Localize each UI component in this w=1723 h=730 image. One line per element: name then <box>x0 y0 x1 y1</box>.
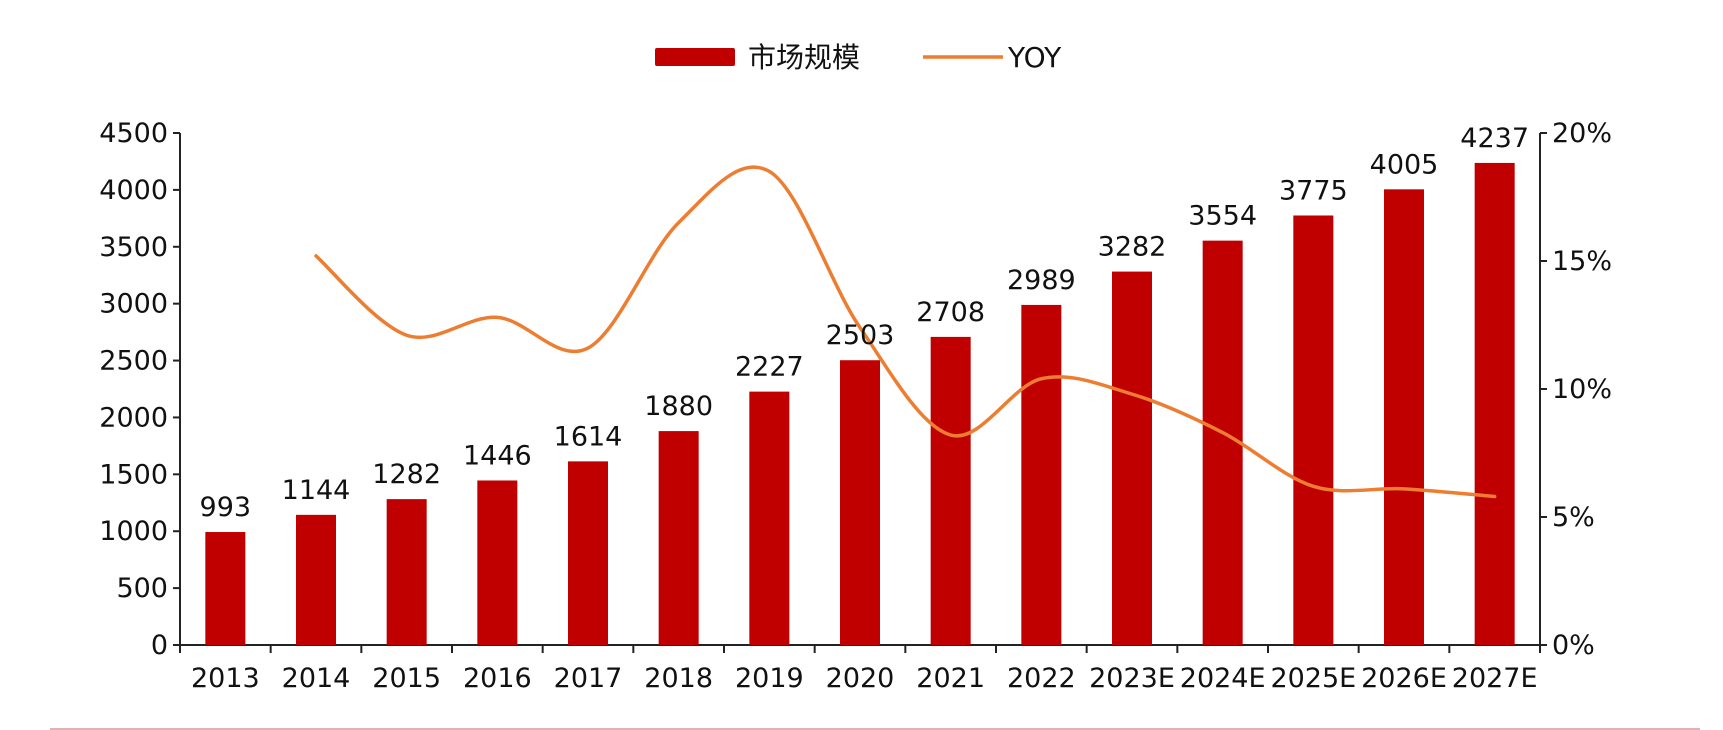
bar-data-label: 2227 <box>735 352 804 383</box>
bar <box>296 514 336 645</box>
x-axis-tick-label: 2023E <box>1089 663 1175 694</box>
x-axis-tick-label: 2021 <box>916 663 985 694</box>
x-axis-tick-label: 2013 <box>191 663 260 694</box>
left-axis-tick-label: 2000 <box>99 402 168 433</box>
bar <box>1112 271 1152 645</box>
left-axis-tick-label: 4000 <box>99 175 168 206</box>
bar <box>1293 215 1334 645</box>
left-axis-tick-label: 500 <box>116 573 168 604</box>
bar <box>205 532 246 645</box>
bar <box>930 336 971 645</box>
bar-data-label: 3775 <box>1279 175 1348 206</box>
x-axis-tick-label: 2020 <box>826 663 895 694</box>
bar-data-label: 4005 <box>1370 149 1439 180</box>
bar-data-label: 1614 <box>554 421 623 452</box>
bar-data-label: 2503 <box>826 320 895 351</box>
left-axis-tick-label: 1000 <box>99 516 168 547</box>
x-axis-tick-label: 2015 <box>372 663 441 694</box>
bar <box>840 360 880 645</box>
legend-label-yoy: YOY <box>1007 41 1062 74</box>
left-axis-tick-label: 3500 <box>99 232 168 263</box>
right-axis-tick-label: 5% <box>1552 502 1595 533</box>
bar-data-label: 1282 <box>372 459 441 490</box>
bar-data-label: 1446 <box>463 440 532 471</box>
bar-data-label: 3554 <box>1188 201 1257 232</box>
axes: 0 500 1000 1500 2000 2500 3000 3500 4000 4500 0% 5%… <box>99 118 1612 694</box>
x-axis-tick-label: 2025E <box>1270 663 1356 694</box>
bar <box>658 431 699 645</box>
bar-data-label: 2989 <box>1007 265 1076 296</box>
x-axis-tick-label: 2022 <box>1007 663 1076 694</box>
x-axis-tick-label: 2024E <box>1180 663 1266 694</box>
right-axis-tick-label: 0% <box>1552 630 1595 661</box>
right-axis-tick-label: 10% <box>1552 374 1612 405</box>
right-axis-tick-label: 20% <box>1552 118 1612 149</box>
x-axis-tick-label: 2014 <box>282 663 351 694</box>
bar <box>477 480 518 645</box>
legend-swatch-market-size <box>655 48 735 66</box>
left-axis-tick-label: 2500 <box>99 346 168 377</box>
right-axis-tick-label: 15% <box>1552 246 1612 277</box>
bar <box>1474 162 1515 645</box>
x-axis-tick-label: 2019 <box>735 663 804 694</box>
left-axis-tick-label: 3000 <box>99 289 168 320</box>
bar-data-label: 3282 <box>1098 232 1167 263</box>
legend-label-market-size: 市场规模 <box>748 41 860 74</box>
bar <box>749 391 790 645</box>
bar-data-label: 993 <box>200 492 252 523</box>
bar-data-label: 1144 <box>282 475 351 506</box>
bar-data-label: 1880 <box>644 391 713 422</box>
bar-data-label: 4237 <box>1460 123 1529 154</box>
footer-divider <box>50 728 1700 730</box>
yoy-line <box>314 165 1497 499</box>
bars-series <box>205 162 1515 645</box>
x-axis-tick-label: 2016 <box>463 663 532 694</box>
x-axis-tick-label: 2018 <box>644 663 713 694</box>
data-labels: 993 1144 1282 1446 1614 1880 2227 2503 2708 2989 3… <box>200 123 1529 523</box>
left-axis-tick-label: 0 <box>151 630 168 661</box>
left-axis-tick-label: 4500 <box>99 118 168 149</box>
bar <box>1021 304 1062 645</box>
left-axis-tick-label: 1500 <box>99 459 168 490</box>
x-axis-tick-label: 2026E <box>1361 663 1447 694</box>
bar <box>1202 240 1243 645</box>
bar-data-label: 2708 <box>916 297 985 328</box>
bar <box>1384 189 1424 645</box>
bar <box>386 499 427 645</box>
yoy-series <box>314 165 1497 499</box>
bar <box>568 461 608 645</box>
legend: 市场规模 YOY <box>655 41 1062 74</box>
x-axis-tick-label: 2027E <box>1452 663 1538 694</box>
x-axis-tick-label: 2017 <box>554 663 623 694</box>
